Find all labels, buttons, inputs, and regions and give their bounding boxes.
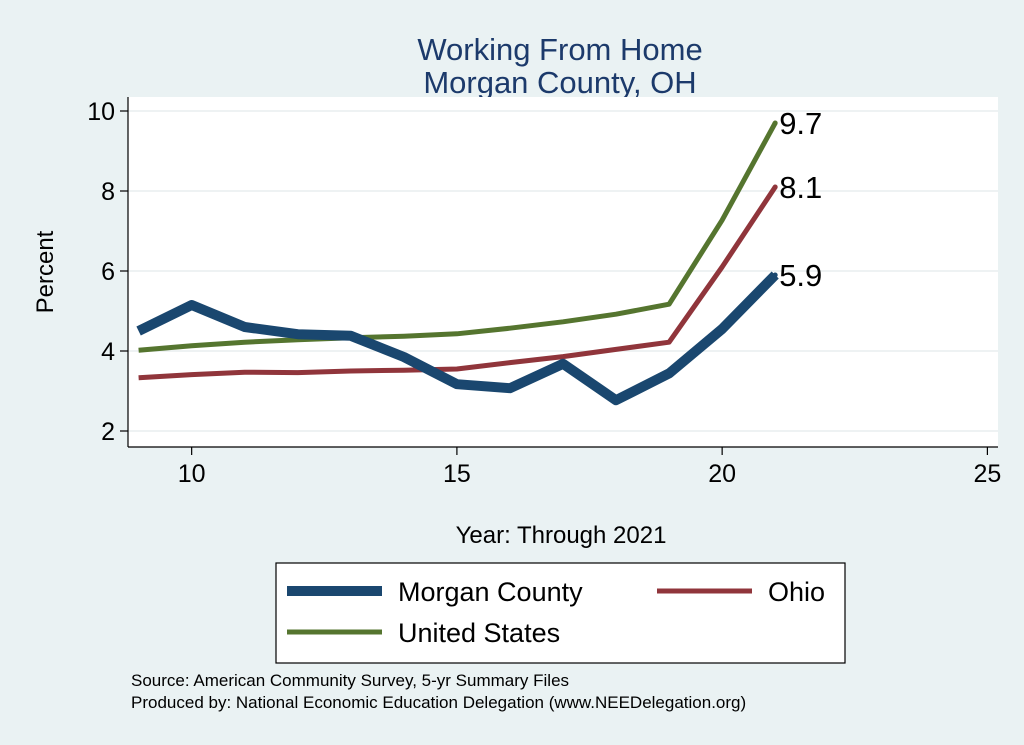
y-tick-label: 10 (87, 98, 115, 126)
series-line-united-states (138, 121, 778, 353)
y-tick-label: 4 (101, 338, 115, 366)
end-point-marker (772, 272, 778, 278)
chart-title-line-2: Morgan County, OH (423, 65, 696, 100)
y-axis-title: Percent (32, 230, 59, 313)
x-ticks: 10 15 20 25 (178, 447, 1001, 488)
x-tick-label: 10 (178, 460, 206, 488)
produced-by-note: Produced by: National Economic Education… (131, 693, 746, 712)
legend: Morgan County Ohio United States (287, 577, 825, 648)
end-value-label: 9.7 (779, 106, 822, 141)
series-line-morgan-county (136, 271, 779, 406)
x-tick-label: 15 (443, 460, 471, 488)
end-value-label: 5.9 (779, 258, 822, 293)
series-lines (136, 121, 779, 406)
y-ticks: 2 4 6 8 10 (87, 98, 128, 446)
legend-label: United States (398, 618, 560, 648)
plot-area (128, 97, 998, 447)
end-labels: 5.9 8.1 9.7 (772, 106, 822, 293)
source-note: Source: American Community Survey, 5-yr … (131, 671, 569, 690)
x-tick-label: 25 (973, 460, 1001, 488)
legend-label: Morgan County (398, 577, 583, 607)
x-tick-label: 20 (708, 460, 736, 488)
legend-label: Ohio (768, 577, 825, 607)
chart-title-line-1: Working From Home (417, 32, 702, 67)
y-tick-label: 8 (101, 178, 115, 206)
series-line-ohio (138, 185, 778, 381)
y-tick-label: 6 (101, 258, 115, 286)
end-value-label: 8.1 (779, 170, 822, 205)
gridlines (128, 110, 998, 432)
end-point-marker (772, 184, 778, 190)
legend-box (275, 562, 846, 664)
x-axis-title: Year: Through 2021 (456, 522, 667, 549)
end-point-marker (772, 120, 778, 126)
y-tick-label: 2 (101, 418, 115, 446)
